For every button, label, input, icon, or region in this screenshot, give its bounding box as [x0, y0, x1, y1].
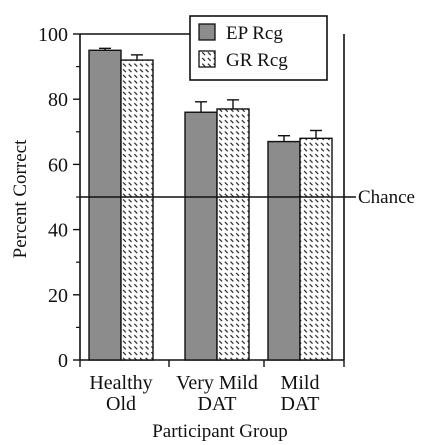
category-label: Mild [281, 372, 320, 394]
category-label: DAT [198, 393, 237, 415]
legend: EP Rcg GR Rcg [189, 15, 328, 81]
bar-ep-rcg [88, 49, 122, 361]
y-tick-label: 0 [58, 350, 68, 372]
bar-gr-rcg [120, 59, 154, 361]
y-tick-label: 100 [38, 24, 68, 46]
chance-label: Chance [358, 187, 415, 208]
category-label: Very Mild [176, 372, 258, 394]
x-axis-title: Participant Group [152, 421, 288, 442]
legend-label: GR Rcg [226, 50, 288, 71]
y-tick-label: 40 [48, 220, 68, 242]
y-tick-label: 80 [48, 89, 68, 111]
legend-swatch [198, 50, 216, 68]
y-tick-label: 60 [48, 154, 68, 176]
bar-gr-rcg [299, 137, 333, 361]
category-label: DAT [281, 393, 320, 415]
y-axis-title: Percent Correct [10, 139, 31, 258]
bar-ep-rcg [184, 111, 218, 361]
y-tick-label: 20 [48, 285, 68, 307]
legend-swatch [198, 23, 216, 41]
legend-label: EP Rcg [226, 23, 283, 44]
category-label: Old [106, 393, 136, 415]
bar-ep-rcg [267, 140, 301, 361]
category-label: Healthy [89, 372, 152, 394]
bar-gr-rcg [216, 108, 250, 361]
